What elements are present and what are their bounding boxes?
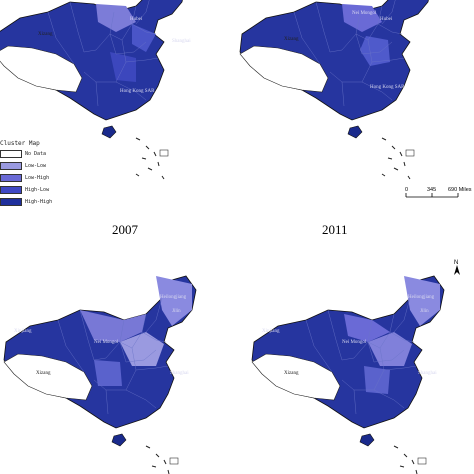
legend-swatch-high-high [0,198,22,206]
label-hk-2007: Hong Kong SAR [120,89,155,94]
legend-item: Low-High [0,172,70,184]
scale-bar: 0 345 690 Miles [402,183,472,205]
label-nm-2011: Nei Mongol [352,11,377,16]
label-hk-2011: Hong Kong SAR [370,85,405,90]
legend-swatch-low-low [0,162,22,170]
map-panel-3 [3,275,197,474]
legend-label: Low-High [25,175,50,181]
map-panel-2011 [239,0,433,180]
label-hlj-3: Heilongjiang [160,295,187,300]
north-arrow-icon: N [450,258,464,276]
legend-item: High-High [0,196,70,208]
label-sh-2007: Shanghai [172,39,191,44]
label-sh-3: Shanghai [170,371,189,376]
map-panel-2007 [0,0,187,180]
scale-bar-graphic: 0 345 690 Miles [405,187,472,198]
label-xj-3: Xinjiang [14,329,32,334]
label-xizang-2011: Xizang [284,37,299,42]
label-xizang-3: Xizang [36,371,51,376]
label-jl-3: Jilin [172,309,181,314]
scale-tick-345: 345 [427,187,436,193]
legend-item: Low-Low [0,160,70,172]
label-xj-4: Xinjiang [262,329,280,334]
legend-swatch-no-data [0,150,22,158]
legend-title: Cluster Map [0,140,40,147]
legend-swatch-low-high [0,174,22,182]
label-xizang-2007: Xizang [38,32,53,37]
legend-label: High-Low [25,187,50,193]
label-nm-3: Nei Mongol [94,340,119,345]
scale-tick-690: 690 Miles [448,187,472,193]
label-hlj-4: Heilongjiang [408,295,435,300]
label-sh-4: Shanghai [418,371,437,376]
scale-tick-0: 0 [405,187,408,193]
year-caption-2011: 2011 [322,222,348,237]
legend-label: Low-Low [25,163,47,169]
label-jl-4: Jilin [420,309,429,314]
legend-item: No Data [0,148,70,160]
legend-item: High-Low [0,184,70,196]
north-label: N [454,260,458,266]
label-hb-2007: Hubei [130,17,143,22]
label-xizang-4: Xizang [284,371,299,376]
year-caption-2007: 2007 [112,222,138,237]
legend-label: No Data [25,151,47,157]
map-panel-4 [251,275,445,474]
legend-label: High-High [25,199,53,205]
label-nm-4: Nei Mongol [342,340,367,345]
legend-swatch-high-low [0,186,22,194]
label-hb-2011: Hubei [380,17,393,22]
legend: Cluster Map No Data Low-Low Low-High Hig… [0,140,70,208]
